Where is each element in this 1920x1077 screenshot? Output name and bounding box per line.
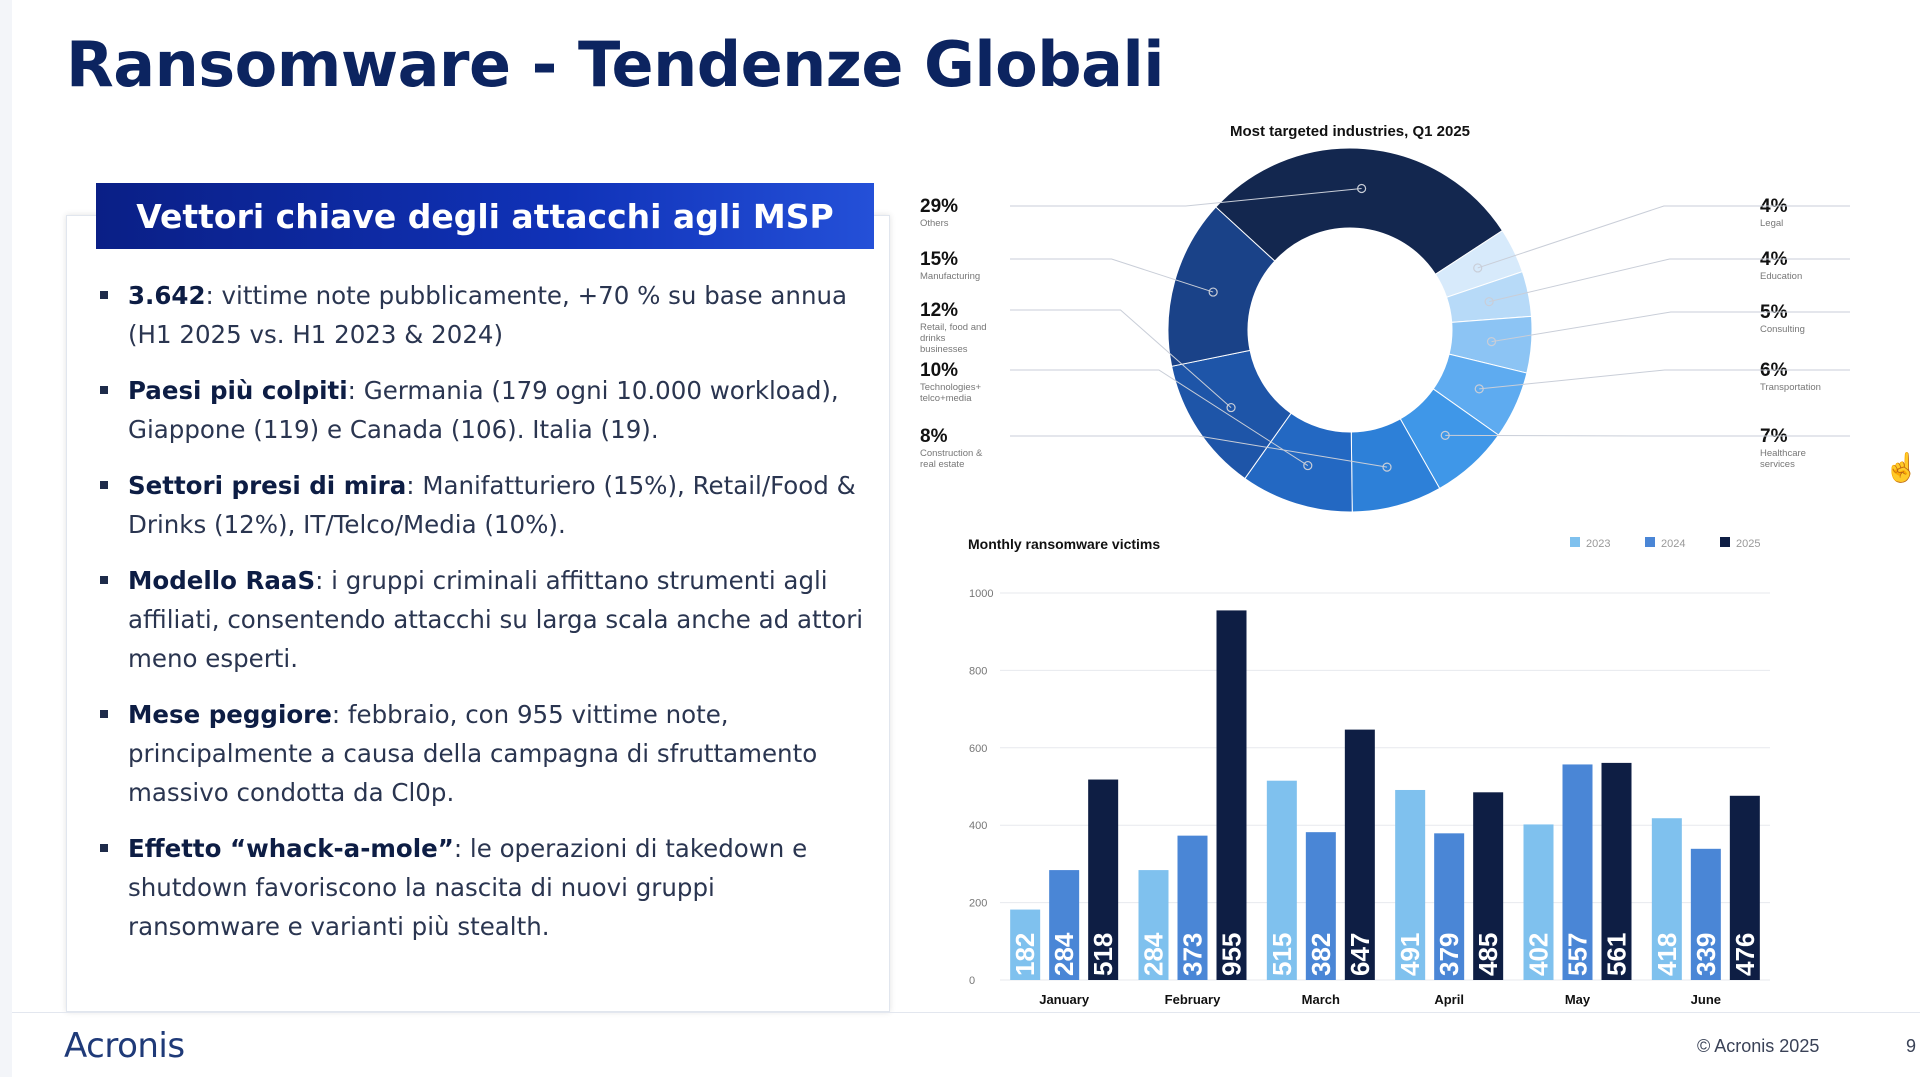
donut-category-label: businesses (920, 344, 968, 355)
donut-category-label: real estate (920, 459, 964, 470)
bullet-heading: Settori presi di mira (128, 471, 407, 500)
donut-leader-line (1010, 369, 1309, 467)
donut-pct-label: 29% (920, 196, 958, 217)
donut-leader-line (1010, 435, 1388, 468)
bullet-heading: Paesi più colpiti (128, 376, 348, 405)
key-vectors-panel (66, 215, 890, 1012)
panel-title: Vettori chiave degli attacchi agli MSP (96, 183, 874, 249)
donut-category-label: Healthcare (1760, 448, 1806, 459)
donut-leader-line (1479, 369, 1850, 390)
donut-pct-label: 10% (920, 360, 958, 381)
bullet-item: Settori presi di mira: Manifatturiero (1… (96, 466, 866, 544)
donut-leader-dot (1382, 462, 1392, 472)
donut-category-label: Legal (1760, 218, 1783, 229)
bullet-marker (100, 481, 108, 489)
donut-leader-line (1010, 309, 1232, 408)
donut-leader-dot (1440, 430, 1450, 440)
bullet-text: : i gruppi criminali affittano strumenti… (128, 566, 864, 673)
donut-category-label: telco+media (920, 393, 972, 404)
hand-cursor-icon: ☝ (1884, 452, 1919, 483)
slide-title: Ransomware - Tendenze Globali (66, 28, 1164, 101)
bullet-item: Modello RaaS: i gruppi criminali affitta… (96, 561, 866, 678)
bullet-marker (100, 844, 108, 852)
donut-pct-label: 12% (920, 300, 958, 321)
donut-leader-dot (1473, 263, 1483, 273)
donut-leader-dot (1474, 384, 1484, 394)
bullet-marker (100, 576, 108, 584)
donut-leader-line (1477, 205, 1850, 269)
donut-category-label: Education (1760, 271, 1802, 282)
donut-category-label: drinks (920, 333, 946, 344)
donut-leader-dot (1208, 287, 1218, 297)
bullet-marker (100, 710, 108, 718)
donut-category-label: Consulting (1760, 324, 1805, 335)
donut-leader-line (1491, 311, 1850, 343)
bullet-marker (100, 291, 108, 299)
bullet-item: Mese peggiore: febbraio, con 955 vittime… (96, 695, 866, 812)
bullet-heading: Modello RaaS (128, 566, 316, 595)
donut-chart-title: Most targeted industries, Q1 2025 (1230, 123, 1470, 140)
bullet-text: : le operazioni di takedown e shutdown f… (128, 834, 808, 941)
donut-leader-dot (1484, 297, 1494, 307)
bullet-heading: Effetto “whack-a-mole” (128, 834, 454, 863)
donut-category-label: Transportation (1760, 382, 1821, 393)
donut-leader-line (1489, 258, 1850, 303)
donut-leader-dot (1303, 460, 1313, 471)
slide-left-edge (0, 0, 12, 1077)
bullet-text: : Germania (179 ogni 10.000 workload), G… (128, 376, 839, 444)
bullet-heading: 3.642 (128, 281, 206, 310)
donut-pct-label: 8% (920, 426, 948, 447)
donut-category-label: Others (920, 218, 949, 229)
bullet-text: : febbraio, con 955 vittime note, princi… (128, 700, 818, 807)
copyright-text: © Acronis 2025 (1697, 1036, 1820, 1056)
bullet-item: Effetto “whack-a-mole”: le operazioni di… (96, 829, 866, 946)
donut-leader-line (1010, 258, 1214, 293)
bullet-marker (100, 386, 108, 394)
bullet-heading: Mese peggiore (128, 700, 332, 729)
donut-slice (1215, 147, 1504, 275)
bullet-item: 3.642: vittime note pubblicamente, +70 %… (96, 276, 866, 354)
bullet-text: : vittime note pubblicamente, +70 % su b… (128, 281, 848, 349)
donut-leader-line (1445, 434, 1850, 437)
donut-category-label: services (1760, 459, 1795, 470)
page-number: 9 (1906, 1036, 1917, 1056)
footer-divider (12, 1012, 1920, 1013)
donut-slices (1167, 147, 1533, 513)
donut-category-label: Manufacturing (920, 271, 980, 282)
donut-labels: 29%Others 15%Manufacturing 12%Retail, food… (920, 183, 1850, 472)
bullet-item: Paesi più colpiti: Germania (179 ogni 10… (96, 371, 866, 449)
donut-leader-line (1010, 187, 1362, 207)
acronis-logo: Acronis (64, 1026, 185, 1066)
donut-category-label: Technologies+ (920, 382, 981, 393)
donut-leader-dot (1357, 183, 1367, 194)
donut-slice (1167, 206, 1276, 367)
donut-category-label: Retail, food and (920, 322, 987, 333)
donut-category-label: Construction & (920, 448, 983, 459)
donut-leader-dot (1486, 337, 1497, 347)
donut-pct-label: 15% (920, 249, 958, 270)
donut-leader-dot (1226, 402, 1236, 413)
bullet-text: : Manifatturiero (15%), Retail/Food & Dr… (128, 471, 856, 539)
key-vectors-list: 3.642: vittime note pubblicamente, +70 %… (96, 276, 866, 963)
